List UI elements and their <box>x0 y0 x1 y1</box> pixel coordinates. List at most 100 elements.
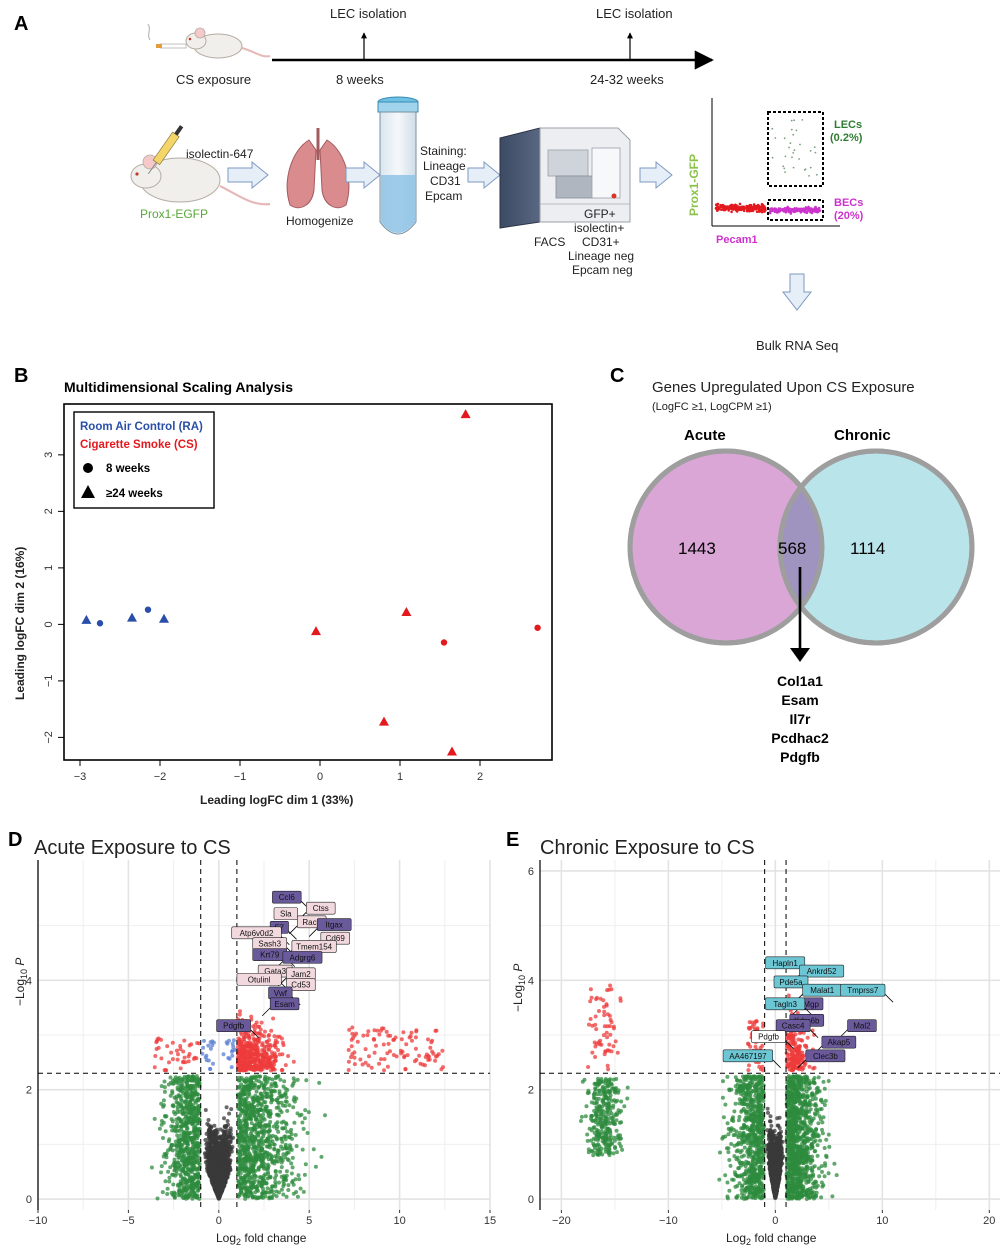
volcano-point <box>263 1030 267 1034</box>
volcano-point <box>266 1137 270 1141</box>
volcano-point <box>243 1197 247 1201</box>
volcano-point <box>165 1044 169 1048</box>
volcano-point <box>185 1077 189 1081</box>
volcano-point <box>268 1195 272 1199</box>
flow-event-lec <box>791 120 793 122</box>
volcano-point <box>276 1075 280 1079</box>
flow-event-bec <box>769 208 772 211</box>
volcano-point <box>180 1099 184 1103</box>
volcano-point <box>350 1026 354 1030</box>
volcano-point <box>284 1092 288 1096</box>
volcano-point <box>157 1046 161 1050</box>
volcano-point <box>225 1105 229 1109</box>
volcano-point <box>250 1158 254 1162</box>
volcano-point <box>410 1031 414 1035</box>
volcano-point <box>297 1177 301 1181</box>
volcano-point <box>223 1155 227 1159</box>
volcano-point <box>209 1162 213 1166</box>
volcano-point <box>229 1107 233 1111</box>
volcano-point <box>280 1165 284 1169</box>
volcano-point <box>211 1135 215 1139</box>
panel-label-c: C <box>610 365 624 387</box>
volcano-point <box>291 1179 295 1183</box>
volcano-point <box>263 1181 267 1185</box>
venn-set-acute: Acute <box>684 427 726 444</box>
volcano-point <box>254 1149 258 1153</box>
volcano-point <box>183 1141 187 1145</box>
volcano-point <box>251 1100 255 1104</box>
volcano-point <box>192 1183 196 1187</box>
process-arrow-down <box>783 274 811 310</box>
volcano-point <box>238 1013 242 1017</box>
volcano-point <box>269 1089 273 1093</box>
flow-event-neg <box>720 208 723 211</box>
volcano-point <box>238 1136 242 1140</box>
flow-event-lec <box>808 175 810 177</box>
volcano-point <box>185 1104 189 1108</box>
tube-label-line: Staining: <box>420 144 467 158</box>
volcano-point <box>347 1060 351 1064</box>
volcano-point <box>276 1152 280 1156</box>
flow-event-bec <box>785 207 788 210</box>
volcano-point <box>280 1161 284 1165</box>
volcano-point <box>269 1045 273 1049</box>
volcano-point <box>302 1190 306 1194</box>
volcano-point <box>179 1138 183 1142</box>
volcano-point <box>192 1093 196 1097</box>
volcano-point <box>258 1181 262 1185</box>
volcano-point <box>250 1106 254 1110</box>
volcano-point <box>275 1194 279 1198</box>
volcano-point <box>270 1098 274 1102</box>
volcano-point <box>218 1191 222 1195</box>
volcano-point <box>226 1170 230 1174</box>
volcano-point <box>255 1186 259 1190</box>
volcano-point <box>281 1184 285 1188</box>
volcano-point <box>172 1110 176 1114</box>
volcano-chronic-title: Chronic Exposure to CS <box>540 837 755 859</box>
volcano-point <box>264 1053 268 1057</box>
volcano-point <box>250 1176 254 1180</box>
volcano-point <box>238 1114 242 1118</box>
volcano-point <box>273 1089 277 1093</box>
volcano-point <box>192 1078 196 1082</box>
volcano-point <box>294 1190 298 1194</box>
volcano-point <box>230 1054 234 1058</box>
volcano-point <box>377 1062 381 1066</box>
volcano-point <box>274 1169 278 1173</box>
volcano-point <box>269 1153 273 1157</box>
volcano-point <box>259 1124 263 1128</box>
volcano-point <box>238 1107 242 1111</box>
volcano-point <box>285 1100 289 1104</box>
volcano-point <box>242 1137 246 1141</box>
volcano-point <box>262 1034 266 1038</box>
volcano-point <box>153 1117 157 1121</box>
volcano-point <box>301 1148 305 1152</box>
volcano-point <box>271 1017 275 1021</box>
volcano-point <box>173 1161 177 1165</box>
volcano-point <box>213 1146 217 1150</box>
volcano-point <box>183 1162 187 1166</box>
mds-point-cs <box>534 625 540 631</box>
timepoint-8wk: 8 weeks <box>336 72 384 87</box>
volcano-point <box>349 1055 353 1059</box>
volcano-point <box>249 1117 253 1121</box>
volcano-point <box>377 1033 381 1037</box>
volcano-point <box>188 1194 192 1198</box>
volcano-point <box>175 1172 179 1176</box>
volcano-ytick-label: 4 <box>528 975 534 987</box>
volcano-point <box>196 1092 200 1096</box>
flow-event-neg <box>756 207 759 210</box>
volcano-point <box>277 1114 281 1118</box>
flow-y-label: Prox1-GFP <box>687 154 701 216</box>
volcano-point <box>207 1149 211 1153</box>
volcano-xtick-label: 5 <box>306 1215 312 1227</box>
flow-event-lec <box>793 167 795 169</box>
final-step-label: Bulk RNA Seq <box>756 338 838 353</box>
volcano-point <box>285 1169 289 1173</box>
volcano-point <box>372 1028 376 1032</box>
gating-label-line: CD31+ <box>582 235 620 249</box>
volcano-point <box>278 1170 282 1174</box>
volcano-point <box>300 1121 304 1125</box>
